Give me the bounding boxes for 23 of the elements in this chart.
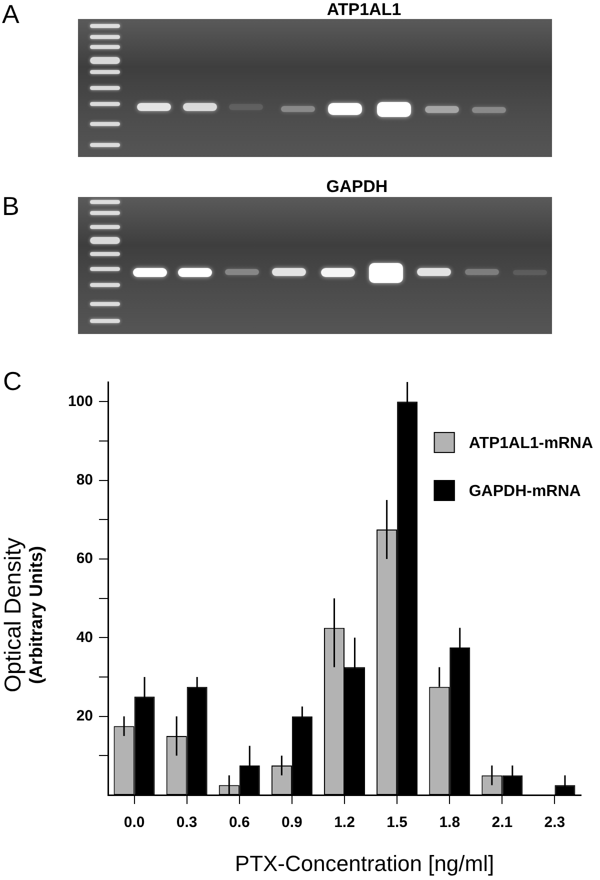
x-tick-label: 0.3 <box>176 814 198 832</box>
y-tick-label: 100 <box>68 392 93 410</box>
x-tick-label: 2.1 <box>492 814 513 832</box>
x-tick-label: 0.6 <box>228 814 250 832</box>
x-tick-label: 0.9 <box>282 814 302 832</box>
text: A <box>2 0 20 29</box>
x-axis-title: PTX-Concentration [ng/ml] <box>234 851 494 876</box>
y-axis-title: Optical Density (Arbitrary Units) <box>0 537 46 692</box>
legend-label: ATP1AL1-mRNA <box>468 434 594 452</box>
text: ATP1AL1 <box>326 0 402 19</box>
x-tick-label: 0.0 <box>124 814 145 832</box>
legend-label: GAPDH-mRNA <box>468 482 582 500</box>
y-tick-label: 20 <box>76 707 93 724</box>
text: GAPDH <box>326 177 388 196</box>
text: B <box>2 191 20 221</box>
x-tick-label: 2.3 <box>544 814 566 832</box>
x-tick-label: 1.8 <box>439 814 460 832</box>
y-tick-label: 80 <box>76 471 93 488</box>
x-tick-label: 1.2 <box>334 814 355 832</box>
y-tick-label: 60 <box>76 550 93 568</box>
text: C <box>3 366 22 396</box>
y-tick-label: 40 <box>76 628 93 646</box>
x-tick-label: 1.5 <box>386 814 408 832</box>
